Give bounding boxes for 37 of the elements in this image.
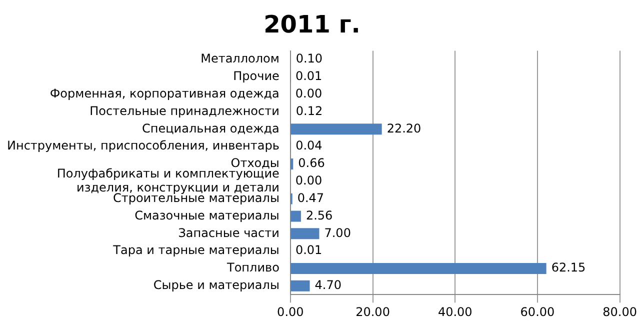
y-tick-label: Смазочные материалы (134, 208, 280, 222)
y-tick-label: Постельные принадлежности (90, 104, 280, 118)
data-label: 0.66 (298, 156, 325, 170)
y-tick-label: Форменная, корпоративная одежда (50, 86, 280, 100)
y-tick-label: Специальная одежда (142, 121, 280, 136)
data-label: 0.04 (296, 138, 322, 153)
data-label: 0.47 (297, 190, 324, 205)
bar (290, 158, 294, 170)
y-tick-label: Тара и тарные материалы (112, 243, 280, 258)
data-label: 0.00 (295, 86, 322, 100)
x-tick-label: 60.00 (520, 304, 555, 319)
bar (290, 280, 310, 292)
data-label: 0.01 (295, 69, 322, 84)
bar (290, 262, 546, 274)
y-tick-label: Сырье и материалы (153, 278, 280, 292)
x-tick-label: 20.00 (356, 304, 390, 319)
data-label: 7.00 (324, 226, 351, 240)
data-label: 62.15 (551, 260, 586, 275)
data-label: 22.20 (386, 121, 422, 136)
bar (290, 228, 320, 240)
data-label: 0.01 (295, 243, 322, 258)
data-label: 0.10 (296, 52, 323, 66)
y-tick-label: Прочие (233, 69, 280, 84)
data-label: 0.00 (295, 174, 322, 188)
y-tick-label: Инструменты, приспособления, инвентарь (6, 138, 280, 153)
data-label: 2.56 (306, 208, 333, 222)
y-tick-label: Топливо (226, 260, 280, 275)
data-label: 4.70 (314, 278, 342, 292)
bar (290, 210, 301, 222)
x-tick-label: 80.00 (602, 304, 638, 319)
x-tick-label: 40.00 (438, 304, 472, 319)
bar (290, 124, 382, 135)
y-tick-label: Запасные части (178, 226, 280, 240)
y-tick-label: Металлолом (200, 52, 280, 66)
data-label: 0.12 (296, 104, 323, 118)
x-tick-label: 0.00 (277, 304, 304, 319)
chart-title: 2011 г. (264, 10, 360, 39)
